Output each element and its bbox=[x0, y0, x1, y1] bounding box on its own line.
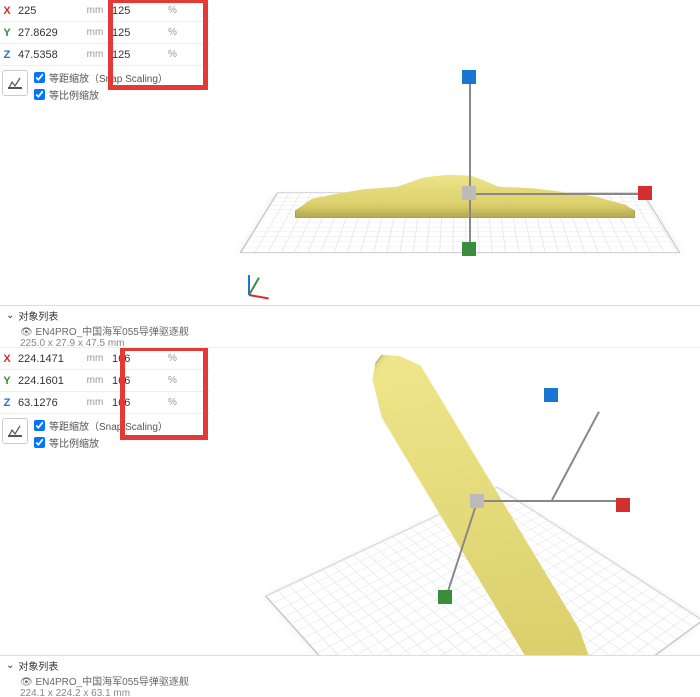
gizmo-handle-z[interactable] bbox=[462, 70, 476, 84]
unit-percent: % bbox=[168, 49, 186, 60]
scale-x-percent[interactable] bbox=[108, 351, 168, 367]
scale-panel: X mm % Y mm % Z mm % 等距缩放（Snap Scaling） bbox=[0, 0, 210, 106]
object-list-header[interactable]: ⌄ 对象列表 bbox=[6, 658, 694, 673]
snap-scaling-label: 等距缩放（Snap Scaling） bbox=[49, 70, 168, 85]
gizmo-axis-line bbox=[470, 193, 645, 195]
eye-icon: 👁 bbox=[20, 327, 33, 338]
reset-scale-icon[interactable] bbox=[2, 418, 28, 444]
panel-top: X mm % Y mm % Z mm % 等距缩放（Snap Scaling） bbox=[0, 0, 700, 348]
gizmo-handle-y[interactable] bbox=[462, 242, 476, 256]
object-dimensions: 225.0 x 27.9 x 47.5 mm bbox=[6, 338, 694, 348]
gizmo-axis-line bbox=[551, 411, 600, 500]
uniform-scaling-label: 等比例缩放 bbox=[49, 87, 99, 102]
object-list-header[interactable]: ⌄ 对象列表 bbox=[6, 308, 694, 323]
uniform-scaling-option[interactable]: 等比例缩放 bbox=[34, 87, 168, 102]
eye-icon: 👁 bbox=[20, 677, 33, 688]
object-list: ⌄ 对象列表 👁 EN4PRO_中国海军055导弹驱逐舰 225.0 x 27.9… bbox=[0, 305, 700, 347]
object-item-name: EN4PRO_中国海军055导弹驱逐舰 bbox=[35, 677, 188, 688]
unit-percent: % bbox=[168, 397, 186, 408]
axis-label-x: X bbox=[0, 5, 14, 17]
snap-scaling-option[interactable]: 等距缩放（Snap Scaling） bbox=[34, 418, 168, 433]
unit-mm: mm bbox=[82, 375, 108, 386]
object-list-title: 对象列表 bbox=[18, 308, 58, 323]
scale-x-percent[interactable] bbox=[108, 3, 168, 19]
chevron-down-icon: ⌄ bbox=[6, 660, 14, 671]
axis-orientation-widget bbox=[238, 265, 278, 305]
scale-row-y: Y mm % bbox=[0, 22, 210, 44]
snap-scaling-checkbox[interactable] bbox=[34, 72, 45, 83]
scale-row-y: Y mm % bbox=[0, 370, 210, 392]
snap-scaling-label: 等距缩放（Snap Scaling） bbox=[49, 418, 168, 433]
scale-y-value[interactable] bbox=[14, 373, 82, 389]
unit-percent: % bbox=[168, 375, 186, 386]
unit-mm: mm bbox=[82, 27, 108, 38]
scale-x-value[interactable] bbox=[14, 3, 82, 19]
scale-z-percent[interactable] bbox=[108, 395, 168, 411]
uniform-scaling-checkbox[interactable] bbox=[34, 437, 45, 448]
object-list: ⌄ 对象列表 👁 EN4PRO_中国海军055导弹驱逐舰 224.1 x 224.… bbox=[0, 655, 700, 697]
uniform-scaling-checkbox[interactable] bbox=[34, 89, 45, 100]
scale-options: 等距缩放（Snap Scaling） 等比例缩放 bbox=[0, 66, 210, 106]
gizmo-handle-y[interactable] bbox=[438, 590, 452, 604]
gizmo-handle-center[interactable] bbox=[470, 494, 484, 508]
unit-mm: mm bbox=[82, 353, 108, 364]
scale-panel: X mm % Y mm % Z mm % 等距缩放（Snap Scaling） bbox=[0, 348, 210, 454]
uniform-scaling-label: 等比例缩放 bbox=[49, 435, 99, 450]
scale-options: 等距缩放（Snap Scaling） 等比例缩放 bbox=[0, 414, 210, 454]
panel-bottom: X mm % Y mm % Z mm % 等距缩放（Snap Scaling） bbox=[0, 348, 700, 697]
object-list-title: 对象列表 bbox=[18, 658, 58, 673]
gizmo-axis-line bbox=[478, 500, 628, 502]
scale-y-value[interactable] bbox=[14, 25, 82, 41]
axis-label-y: Y bbox=[0, 27, 14, 39]
unit-mm: mm bbox=[82, 5, 108, 16]
gizmo-axis-line bbox=[469, 80, 471, 250]
unit-percent: % bbox=[168, 353, 186, 364]
scale-row-z: Z mm % bbox=[0, 44, 210, 66]
axis-label-x: X bbox=[0, 353, 14, 365]
scale-row-z: Z mm % bbox=[0, 392, 210, 414]
unit-mm: mm bbox=[82, 49, 108, 60]
unit-percent: % bbox=[168, 5, 186, 16]
object-list-item[interactable]: 👁 EN4PRO_中国海军055导弹驱逐舰 bbox=[6, 673, 694, 688]
gizmo-handle-x[interactable] bbox=[616, 498, 630, 512]
scale-z-value[interactable] bbox=[14, 395, 82, 411]
scale-z-value[interactable] bbox=[14, 47, 82, 63]
scale-x-value[interactable] bbox=[14, 351, 82, 367]
snap-scaling-option[interactable]: 等距缩放（Snap Scaling） bbox=[34, 70, 168, 85]
scale-y-percent[interactable] bbox=[108, 25, 168, 41]
uniform-scaling-option[interactable]: 等比例缩放 bbox=[34, 435, 168, 450]
axis-label-z: Z bbox=[0, 397, 14, 409]
snap-scaling-checkbox[interactable] bbox=[34, 420, 45, 431]
reset-scale-icon[interactable] bbox=[2, 70, 28, 96]
scale-row-x: X mm % bbox=[0, 348, 210, 370]
object-item-name: EN4PRO_中国海军055导弹驱逐舰 bbox=[35, 327, 188, 338]
unit-percent: % bbox=[168, 27, 186, 38]
unit-mm: mm bbox=[82, 397, 108, 408]
axis-label-y: Y bbox=[0, 375, 14, 387]
chevron-down-icon: ⌄ bbox=[6, 310, 14, 321]
axis-label-z: Z bbox=[0, 49, 14, 61]
gizmo-handle-z[interactable] bbox=[544, 388, 558, 402]
gizmo-handle-center[interactable] bbox=[462, 186, 476, 200]
object-list-item[interactable]: 👁 EN4PRO_中国海军055导弹驱逐舰 bbox=[6, 323, 694, 338]
gizmo-handle-x[interactable] bbox=[638, 186, 652, 200]
scale-y-percent[interactable] bbox=[108, 373, 168, 389]
object-dimensions: 224.1 x 224.2 x 63.1 mm bbox=[6, 688, 694, 697]
scale-z-percent[interactable] bbox=[108, 47, 168, 63]
scale-row-x: X mm % bbox=[0, 0, 210, 22]
